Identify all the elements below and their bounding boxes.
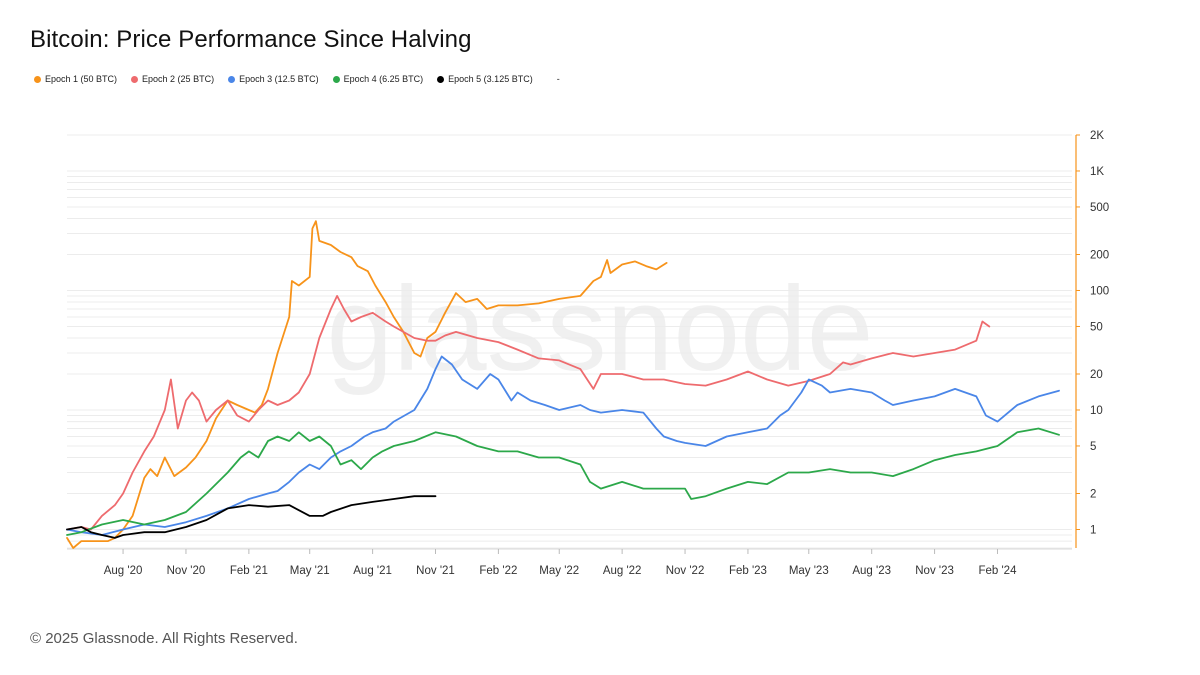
legend-item-epoch-2[interactable]: Epoch 2 (25 BTC) bbox=[131, 74, 214, 84]
legend-dot-icon bbox=[228, 75, 236, 83]
series-group bbox=[66, 220, 1060, 549]
x-tick-label: Feb '23 bbox=[729, 565, 767, 577]
series-line-epoch-3[interactable] bbox=[66, 355, 1060, 536]
series-line-epoch-4[interactable] bbox=[66, 427, 1060, 536]
legend-label: Epoch 2 (25 BTC) bbox=[142, 74, 215, 84]
y-tick-label: 2K bbox=[1090, 130, 1104, 142]
x-tick-label: Feb '22 bbox=[479, 565, 517, 577]
x-tick-label: Aug '21 bbox=[353, 565, 392, 577]
x-tick-label: Feb '24 bbox=[978, 565, 1017, 577]
y-tick-label: 1 bbox=[1090, 524, 1096, 536]
grid bbox=[67, 134, 1072, 549]
y-tick-label: 100 bbox=[1090, 285, 1109, 297]
x-tick-label: May '23 bbox=[789, 565, 829, 577]
x-tick-label: Feb '21 bbox=[230, 565, 268, 577]
y-tick-label: 200 bbox=[1090, 250, 1109, 262]
legend-dot-icon bbox=[332, 75, 340, 83]
x-tick-label: Aug '22 bbox=[603, 565, 642, 577]
y-tick-label: 2 bbox=[1090, 489, 1096, 501]
y-tick-label: 500 bbox=[1090, 202, 1109, 214]
y-tick-label: 1K bbox=[1090, 166, 1104, 178]
x-tick-label: Aug '23 bbox=[852, 565, 891, 577]
legend-item-epoch-4[interactable]: Epoch 4 (6.25 BTC) bbox=[332, 74, 424, 84]
x-tick-label: May '21 bbox=[290, 565, 330, 577]
series-line-epoch-1[interactable] bbox=[66, 220, 668, 549]
x-tick-label: May '22 bbox=[539, 565, 579, 577]
y-tick-label: 20 bbox=[1090, 369, 1103, 381]
legend-label: Epoch 1 (50 BTC) bbox=[45, 74, 118, 84]
axes: 1 2 5 10 20 50 100 200 500 1K 2K Aug '20 Nov '20 Feb … bbox=[67, 130, 1109, 577]
page-title: Bitcoin: Price Performance Since Halving bbox=[30, 26, 472, 53]
legend-label: Epoch 5 (3.125 BTC) bbox=[448, 74, 533, 84]
y-tick-label: 50 bbox=[1090, 321, 1103, 333]
legend-label: Epoch 3 (12.5 BTC) bbox=[239, 74, 319, 84]
x-tick-label: Aug '20 bbox=[104, 565, 143, 577]
x-tick-label: Nov '22 bbox=[666, 565, 705, 577]
legend-extra: - bbox=[556, 74, 560, 84]
legend-dot-icon bbox=[131, 75, 139, 83]
x-tick-label: Nov '21 bbox=[416, 565, 455, 577]
legend-item-epoch-3[interactable]: Epoch 3 (12.5 BTC) bbox=[228, 74, 319, 84]
x-tick-label: Nov '20 bbox=[167, 565, 206, 577]
series-line-epoch-2[interactable] bbox=[66, 295, 991, 531]
y-tick-label: 5 bbox=[1090, 441, 1096, 453]
legend-dot-icon bbox=[437, 75, 445, 83]
legend-item-epoch-1[interactable]: Epoch 1 (50 BTC) bbox=[34, 74, 117, 84]
y-tick-label: 10 bbox=[1090, 405, 1103, 417]
legend-label: Epoch 4 (6.25 BTC) bbox=[343, 74, 424, 84]
copyright-footer: © 2025 Glassnode. All Rights Reserved. bbox=[30, 630, 298, 647]
series-line-epoch-5[interactable] bbox=[66, 495, 437, 539]
chart-legend: Epoch 1 (50 BTC) Epoch 2 (25 BTC) Epoch … bbox=[34, 74, 560, 84]
legend-item-epoch-5[interactable]: Epoch 5 (3.125 BTC) bbox=[437, 74, 533, 84]
x-tick-label: Nov '23 bbox=[915, 565, 954, 577]
legend-dot-icon bbox=[34, 75, 41, 83]
